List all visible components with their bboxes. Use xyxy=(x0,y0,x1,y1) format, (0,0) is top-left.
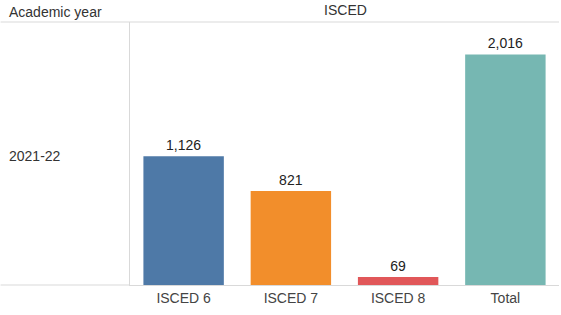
svg-text:Academic year: Academic year xyxy=(9,4,102,20)
svg-text:2021-22: 2021-22 xyxy=(9,148,61,164)
svg-text:ISCED 8: ISCED 8 xyxy=(371,290,426,306)
svg-text:2,016: 2,016 xyxy=(488,35,523,51)
svg-text:Total: Total xyxy=(491,290,521,306)
svg-text:821: 821 xyxy=(279,172,303,188)
svg-text:ISCED: ISCED xyxy=(324,2,367,18)
svg-text:ISCED 7: ISCED 7 xyxy=(264,290,319,306)
svg-text:69: 69 xyxy=(390,258,406,274)
svg-text:ISCED 6: ISCED 6 xyxy=(156,290,211,306)
svg-text:1,126: 1,126 xyxy=(166,137,201,153)
